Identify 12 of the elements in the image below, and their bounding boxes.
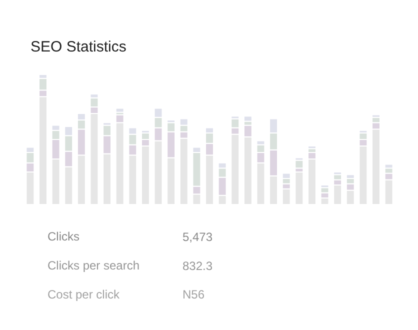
- text: Clicks per search: [48, 258, 140, 272]
- text: 832.3: [182, 259, 213, 273]
- bar: [307, 146, 316, 150]
- bar: [294, 172, 304, 205]
- bar: [243, 116, 252, 122]
- chart-title: SEO Statistics: [30, 38, 126, 56]
- text: Cost per click: [48, 288, 121, 302]
- bar: [115, 108, 124, 113]
- text: N56: [182, 288, 205, 302]
- text: Clicks: [48, 230, 80, 244]
- bar: [282, 188, 291, 205]
- text: 5,473: [182, 230, 213, 244]
